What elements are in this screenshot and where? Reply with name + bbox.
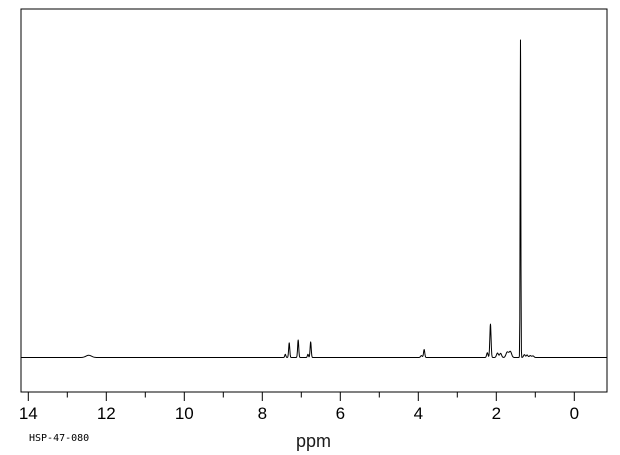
x-axis-tick-label: 10: [175, 404, 194, 423]
x-axis-tick-label: 14: [19, 404, 38, 423]
plot-border: [20, 8, 608, 393]
x-axis-title: ppm: [295, 431, 331, 451]
x-axis-tick-label: 6: [336, 404, 345, 423]
x-axis-tick-label: 0: [570, 404, 579, 423]
sample-id: HSP-47-080: [29, 433, 90, 444]
x-axis-tick-label: 4: [414, 404, 423, 423]
x-axis-tick-label: 8: [258, 404, 267, 423]
spectrum-trace: [20, 39, 608, 358]
x-axis-tick-label: 2: [492, 404, 501, 423]
x-axis-tick-label: 12: [97, 404, 116, 423]
